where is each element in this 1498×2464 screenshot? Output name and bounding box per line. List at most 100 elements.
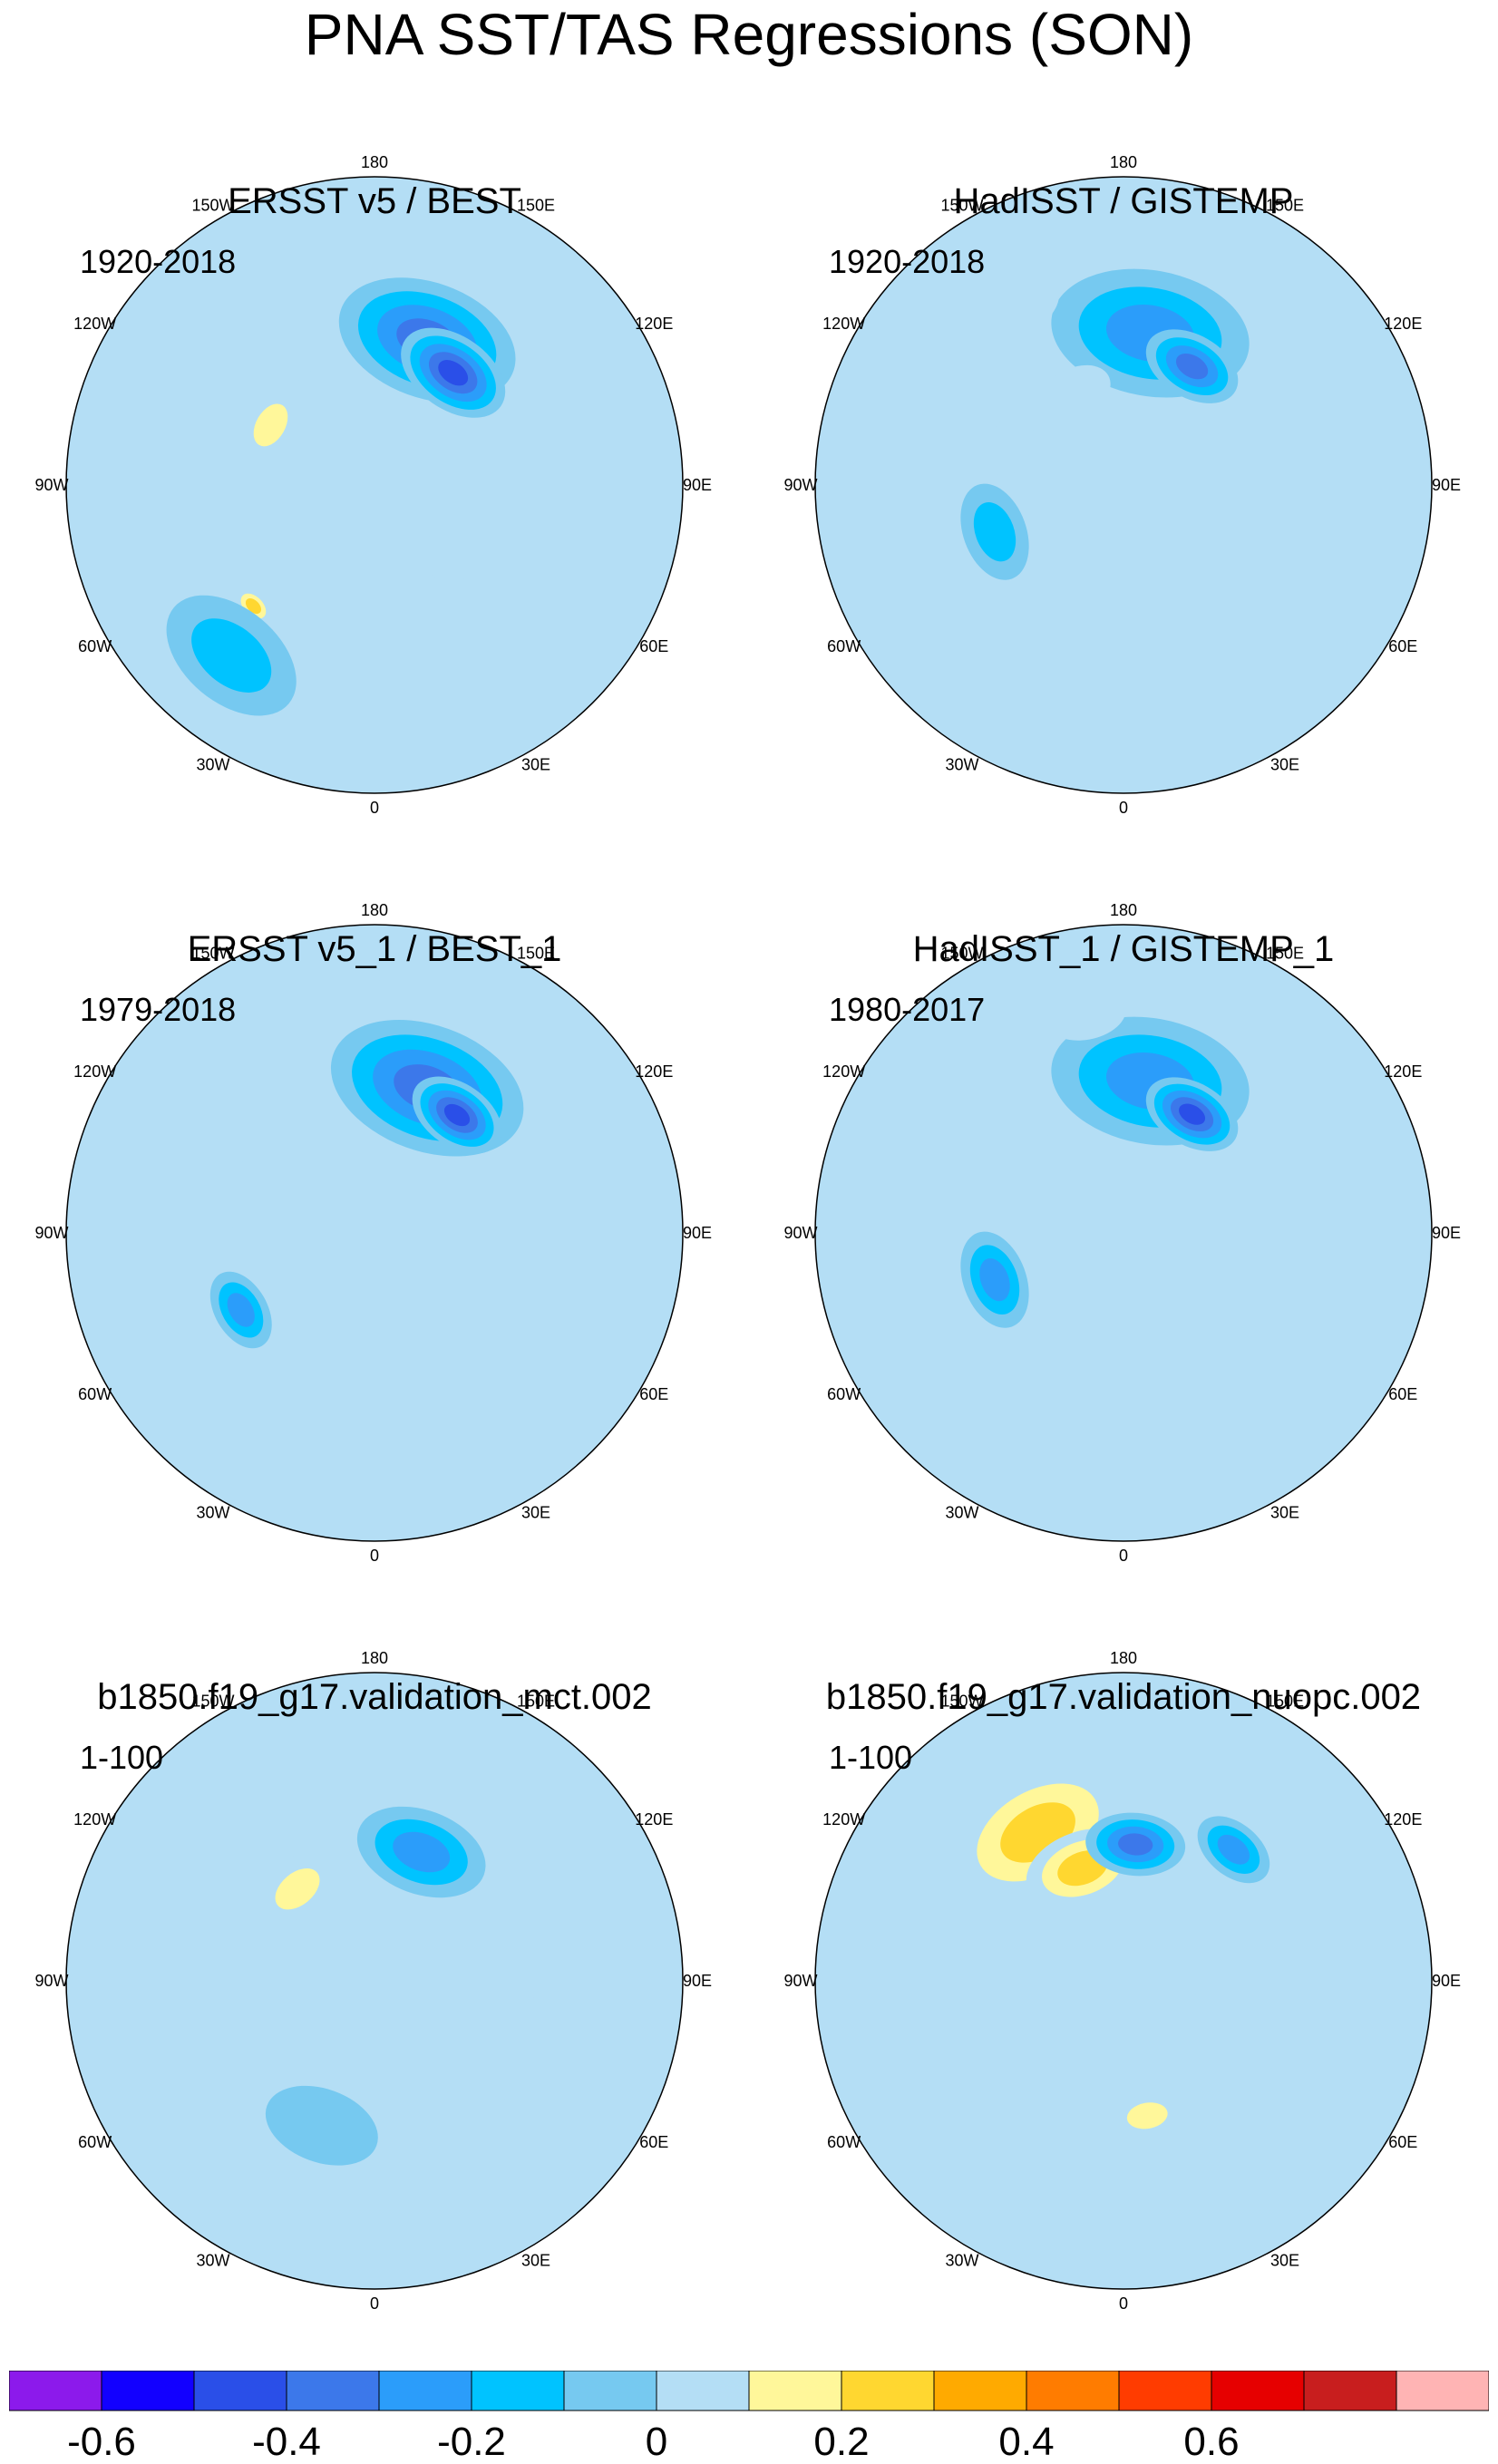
colorbar-tick-label: 0 <box>645 2420 668 2464</box>
longitude-label: 120W <box>822 1810 865 1829</box>
longitude-label: 60W <box>78 637 112 655</box>
longitude-label: 180 <box>361 1649 388 1667</box>
colorbar-tick-label: -0.2 <box>437 2420 506 2464</box>
longitude-label: 180 <box>1110 1649 1137 1667</box>
panel-title: ERSST v5 / BEST <box>228 181 521 221</box>
main-title: PNA SST/TAS Regressions (SON) <box>304 2 1194 67</box>
longitude-label: 60E <box>1388 637 1417 655</box>
map-panel: 180 150W 150E 120W 120E 90W 90E 60W 60E 30W 30E 0 ER… <box>0 820 749 1569</box>
longitude-label: 150W <box>940 197 983 215</box>
colorbar-swatch <box>1303 2371 1397 2411</box>
longitude-label: 120E <box>1384 1810 1422 1829</box>
map-border <box>65 924 684 1542</box>
longitude-label: 120E <box>635 315 673 333</box>
colorbar-tick-label: 0.4 <box>998 2420 1055 2464</box>
longitude-label: 30E <box>1270 755 1299 773</box>
anomaly-contour <box>227 1293 255 1327</box>
longitude-label: 150W <box>940 1693 983 1711</box>
longitude-label: 180 <box>1110 901 1137 919</box>
longitude-label: 90E <box>683 476 712 494</box>
colorbar-swatch <box>1026 2371 1120 2411</box>
colorbar-swatch <box>378 2371 472 2411</box>
longitude-label: 60E <box>1388 2133 1417 2151</box>
map-background <box>66 925 683 1541</box>
map-border <box>65 1672 684 2290</box>
longitude-label: 30E <box>1270 1503 1299 1521</box>
anomaly-contour <box>1043 986 1126 1041</box>
colorbar-swatch <box>841 2371 935 2411</box>
colorbar-tick-label: -0.4 <box>252 2420 321 2464</box>
anomaly-contour <box>1179 1103 1206 1125</box>
longitude-label: 0 <box>370 1547 379 1565</box>
colorbar-swatch <box>656 2371 750 2411</box>
anomaly-contour <box>987 412 1034 477</box>
polar-map: 180 150W 150E 120W 120E 90W 90E 60W 60E 30W 30E 0 <box>783 901 1461 1565</box>
longitude-label: 0 <box>370 2294 379 2313</box>
polar-map: 180 150W 150E 120W 120E 90W 90E 60W 60E 30W 30E 0 <box>783 153 1461 817</box>
anomaly-contour <box>426 490 501 583</box>
longitude-label: 0 <box>1119 1547 1128 1565</box>
longitude-label: 30E <box>521 755 550 773</box>
longitude-label: 150W <box>940 945 983 963</box>
longitude-label: 150W <box>191 197 234 215</box>
panel-period: 1-100 <box>829 1739 913 1776</box>
anomaly-contour <box>551 1074 613 1152</box>
longitude-label: 90E <box>683 1972 712 1990</box>
colorbar-swatch <box>286 2371 380 2411</box>
colorbar-tick-label: 0.6 <box>1183 2420 1240 2464</box>
colorbar-swatch <box>1118 2371 1212 2411</box>
anomaly-contour <box>1126 2102 1168 2129</box>
longitude-label: 60W <box>78 2133 112 2151</box>
colorbar-swatch <box>471 2371 565 2411</box>
longitude-label: 30E <box>521 1503 550 1521</box>
longitude-label: 30W <box>945 755 978 773</box>
anomaly-contour <box>973 502 1016 562</box>
longitude-label: 120E <box>1384 315 1422 333</box>
anomaly-contour <box>265 2085 378 2166</box>
longitude-label: 120W <box>73 1810 116 1829</box>
longitude-label: 30W <box>945 1503 978 1521</box>
colorbar-swatch <box>193 2371 287 2411</box>
map-border <box>814 1672 1433 2290</box>
map-panel: 180 150W 150E 120W 120E 90W 90E 60W 60E 30W 30E 0 Ha… <box>749 73 1498 821</box>
longitude-label: 30W <box>945 2251 978 2269</box>
colorbar-swatch <box>9 2371 102 2411</box>
map-panel: 180 150W 150E 120W 120E 90W 90E 60W 60E 30W 30E 0 ER… <box>0 73 749 821</box>
longitude-label: 60W <box>827 637 861 655</box>
colorbar-swatch <box>1211 2371 1305 2411</box>
longitude-label: 90W <box>34 1224 68 1242</box>
colorbar-tick-label: 0.2 <box>813 2420 870 2464</box>
longitude-label: 90W <box>783 1972 817 1990</box>
longitude-label: 120E <box>1384 1062 1422 1081</box>
panel-period: 1979-2018 <box>80 991 237 1028</box>
longitude-label: 150E <box>1266 1693 1304 1711</box>
map-background <box>815 177 1432 793</box>
panel-title: ERSST v5_1 / BEST_1 <box>187 929 562 969</box>
anomaly-contour <box>275 1868 320 1910</box>
colorbar <box>9 2371 1489 2411</box>
anomaly-contour <box>1118 1833 1153 1856</box>
longitude-label: 120W <box>822 315 865 333</box>
anomaly-contour <box>979 1258 1010 1302</box>
anomaly-contour <box>288 365 351 415</box>
anomaly-contour <box>228 1143 297 1240</box>
anomaly-contour <box>1217 1834 1250 1865</box>
longitude-label: 90E <box>1432 1972 1461 1990</box>
anomaly-contour <box>245 598 261 615</box>
anomaly-contour <box>982 276 1059 338</box>
anomaly-contour <box>485 1848 560 1942</box>
anomaly-contour <box>1150 529 1251 624</box>
map-panel: 180 150W 150E 120W 120E 90W 90E 60W 60E 30W 30E 0 b1… <box>0 1568 749 2317</box>
longitude-label: 120E <box>635 1062 673 1081</box>
longitude-label: 30W <box>196 755 229 773</box>
anomaly-contour <box>1144 1305 1222 1368</box>
anomaly-contour <box>438 360 469 386</box>
anomaly-contour <box>253 403 288 447</box>
map-border <box>65 176 684 794</box>
longitude-label: 60E <box>639 2133 668 2151</box>
map-border <box>814 176 1433 794</box>
map-border <box>814 924 1433 1542</box>
anomaly-contour <box>1034 364 1111 427</box>
longitude-label: 90W <box>34 1972 68 1990</box>
panel-title: HadISST / GISTEMP <box>953 181 1294 221</box>
